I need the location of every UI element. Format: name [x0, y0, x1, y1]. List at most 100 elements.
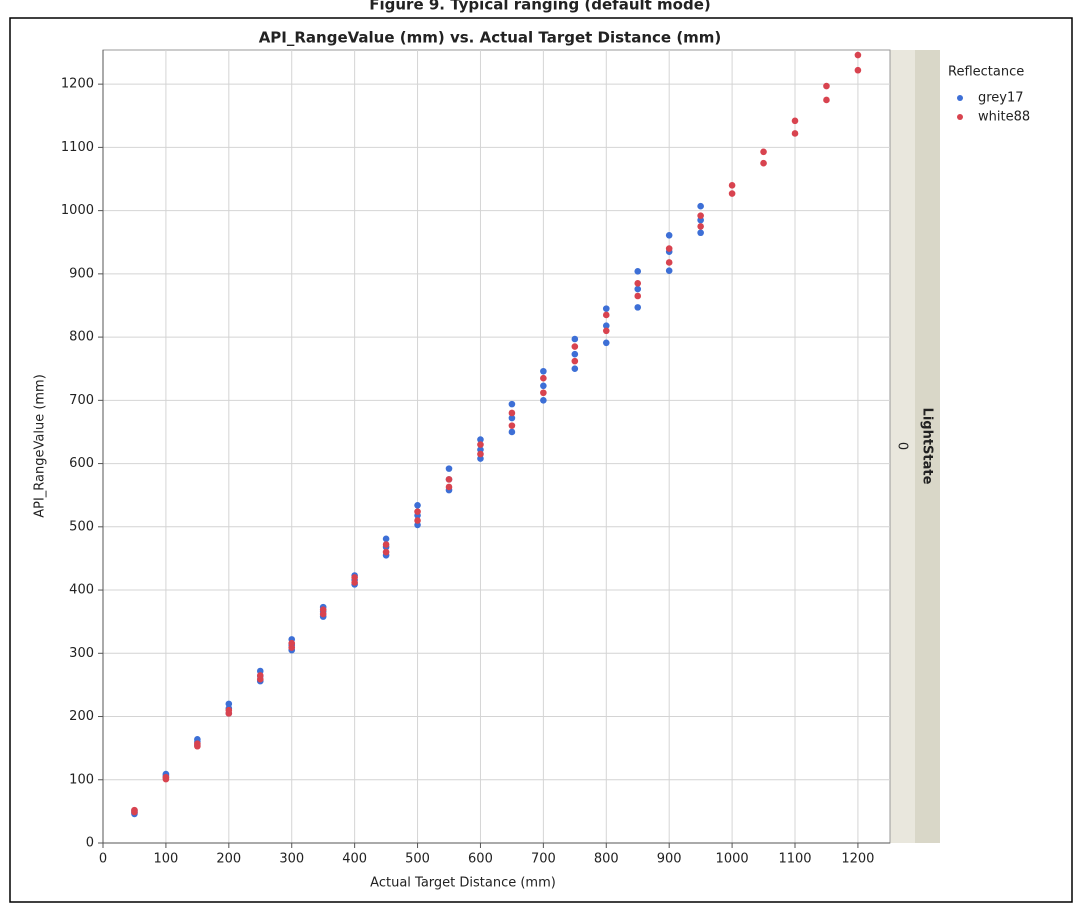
- point: [319, 606, 327, 613]
- facet-strip-label: [915, 50, 940, 843]
- facet-value: 0: [895, 442, 910, 450]
- y-axis-label: API_RangeValue (mm): [33, 374, 48, 518]
- point: [414, 517, 421, 524]
- x-tick-label: 200: [216, 852, 241, 867]
- y-tick-label: 500: [69, 519, 94, 534]
- point: [760, 159, 767, 167]
- x-tick-label: 800: [594, 852, 619, 867]
- point: [634, 280, 642, 287]
- legend-label: grey17: [978, 91, 1024, 106]
- point: [508, 409, 516, 417]
- point: [162, 773, 170, 781]
- point: [256, 672, 264, 679]
- point: [571, 350, 579, 358]
- point: [791, 117, 799, 125]
- point: [854, 51, 862, 59]
- legend-marker: [957, 95, 963, 101]
- point: [823, 96, 830, 104]
- point: [602, 311, 610, 319]
- point: [697, 212, 704, 219]
- point: [540, 397, 547, 404]
- point: [540, 382, 547, 390]
- point: [665, 259, 673, 266]
- x-tick-label: 100: [153, 852, 178, 867]
- point: [477, 450, 484, 458]
- point: [445, 476, 453, 483]
- x-tick-label: 900: [657, 852, 682, 867]
- point: [508, 414, 516, 422]
- point: [540, 389, 547, 397]
- point: [760, 148, 767, 156]
- x-tick-label: 300: [279, 852, 304, 867]
- point: [791, 130, 799, 137]
- x-tick-label: 1000: [716, 852, 749, 867]
- x-axis-label: Actual Target Distance (mm): [370, 876, 556, 891]
- x-tick-label: 700: [531, 852, 556, 867]
- point: [697, 202, 704, 210]
- y-tick-label: 0: [86, 836, 94, 851]
- facet-label: LightState: [920, 408, 935, 485]
- point: [540, 367, 547, 375]
- point: [602, 327, 610, 335]
- y-tick-label: 1200: [61, 77, 94, 92]
- point: [602, 305, 610, 312]
- point: [665, 231, 673, 239]
- y-tick-label: 1100: [61, 140, 94, 155]
- legend-label: white88: [978, 110, 1030, 125]
- point: [382, 541, 390, 548]
- x-tick-label: 400: [342, 852, 367, 867]
- point: [634, 268, 642, 275]
- point: [665, 267, 673, 274]
- point: [634, 304, 642, 311]
- plot-area: [102, 49, 891, 844]
- point: [382, 535, 390, 543]
- x-tick-label: 0: [99, 852, 107, 867]
- point: [351, 574, 358, 581]
- point: [382, 548, 390, 556]
- point: [194, 740, 201, 748]
- point: [728, 182, 736, 189]
- y-tick-label: 900: [69, 266, 94, 281]
- figure-title: Figure 9. Typical ranging (default mode): [369, 0, 710, 14]
- point: [634, 285, 642, 293]
- point: [823, 82, 830, 90]
- point: [508, 422, 516, 429]
- point: [225, 700, 233, 708]
- point: [571, 365, 579, 373]
- point: [602, 322, 610, 330]
- y-tick-label: 600: [69, 456, 94, 471]
- point: [477, 436, 484, 443]
- point: [571, 335, 579, 343]
- y-tick-label: 400: [69, 583, 94, 598]
- x-tick-label: 500: [405, 852, 430, 867]
- point: [602, 339, 610, 347]
- point: [131, 806, 138, 814]
- chart-title: API_RangeValue (mm) vs. Actual Target Di…: [259, 29, 722, 47]
- point: [728, 190, 736, 197]
- point: [414, 508, 421, 515]
- point: [697, 229, 704, 237]
- point: [351, 579, 358, 586]
- point: [508, 400, 516, 408]
- point: [414, 502, 421, 509]
- legend-marker: [957, 114, 963, 120]
- y-tick-label: 200: [69, 709, 94, 724]
- y-tick-label: 100: [69, 772, 94, 787]
- point: [477, 441, 484, 448]
- point: [225, 706, 233, 714]
- facet-strip-value: [890, 50, 915, 843]
- point: [571, 343, 579, 350]
- y-tick-label: 800: [69, 330, 94, 345]
- x-tick-label: 1200: [841, 852, 874, 867]
- legend-title: Reflectance: [948, 65, 1024, 80]
- y-tick-label: 1000: [61, 203, 94, 218]
- point: [571, 357, 579, 365]
- point: [697, 223, 704, 230]
- x-tick-label: 1100: [778, 852, 811, 867]
- point: [540, 374, 547, 382]
- y-tick-label: 700: [69, 393, 94, 408]
- point: [634, 292, 642, 300]
- point: [445, 483, 453, 491]
- point: [665, 245, 673, 252]
